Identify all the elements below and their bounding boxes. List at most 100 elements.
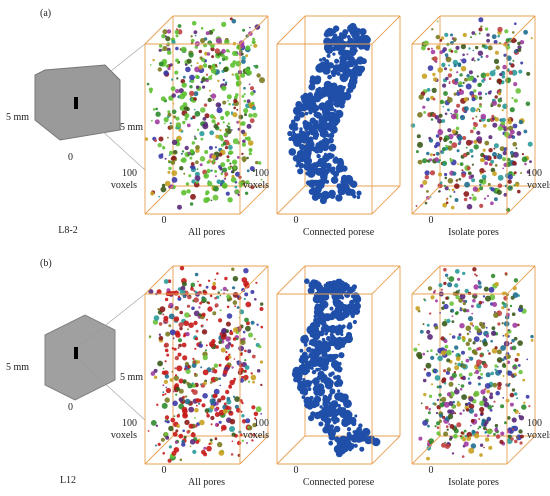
- pore: [331, 35, 340, 44]
- pore: [211, 370, 214, 373]
- pore: [476, 75, 479, 78]
- pore: [511, 338, 515, 343]
- pore: [195, 181, 199, 184]
- pore: [513, 82, 518, 87]
- pore: [189, 439, 196, 445]
- pore: [474, 433, 480, 439]
- pore: [211, 28, 215, 32]
- view-caption: Connected porese: [303, 227, 375, 238]
- pore: [190, 193, 196, 200]
- pore: [459, 162, 464, 167]
- pore: [432, 113, 437, 117]
- pore: [247, 380, 251, 383]
- pore: [252, 380, 255, 384]
- pore: [443, 137, 448, 143]
- pore: [434, 115, 440, 120]
- pore: [171, 155, 177, 161]
- box-edge: [276, 435, 306, 465]
- pore: [226, 289, 229, 292]
- pore: [525, 101, 531, 107]
- pore: [215, 306, 217, 308]
- pore: [462, 338, 466, 343]
- pore: [514, 439, 518, 444]
- pore: [352, 294, 362, 304]
- pore: [484, 27, 489, 31]
- pore: [492, 382, 498, 388]
- pore: [164, 35, 167, 38]
- pore: [175, 332, 181, 338]
- pore: [484, 388, 487, 391]
- pore: [199, 301, 203, 305]
- pore: [308, 83, 316, 91]
- pore: [209, 341, 215, 347]
- pore: [155, 111, 161, 117]
- pore: [468, 372, 473, 377]
- pore: [157, 308, 160, 311]
- pore: [429, 153, 433, 157]
- pore: [169, 184, 174, 189]
- pore: [431, 28, 434, 31]
- scale-label: voxels: [111, 180, 137, 191]
- pore: [158, 153, 164, 159]
- pore: [230, 177, 237, 183]
- pore: [427, 424, 430, 428]
- view-a1: [276, 15, 401, 215]
- pore: [184, 414, 188, 417]
- pore: [450, 50, 454, 53]
- pore: [515, 147, 518, 150]
- pore: [527, 141, 533, 147]
- pore: [461, 58, 467, 64]
- pore: [454, 78, 459, 82]
- pore: [528, 405, 531, 408]
- pore: [460, 431, 464, 435]
- pore: [458, 383, 460, 386]
- pore: [314, 75, 322, 83]
- pore: [221, 171, 224, 173]
- pore: [211, 161, 215, 165]
- pore: [458, 333, 462, 337]
- pore: [316, 330, 323, 337]
- pore: [424, 201, 428, 205]
- pore: [222, 369, 228, 375]
- pore: [485, 92, 488, 95]
- pore: [241, 375, 244, 379]
- pore: [436, 369, 439, 373]
- pore: [179, 310, 183, 315]
- pore: [320, 378, 326, 383]
- pore: [468, 408, 474, 414]
- pore: [176, 77, 179, 80]
- pore: [482, 148, 486, 152]
- pore: [478, 300, 483, 305]
- view-caption: All pores: [188, 227, 225, 238]
- pore: [494, 346, 498, 350]
- box-edge: [506, 185, 536, 215]
- pore: [512, 141, 517, 147]
- pore: [356, 195, 361, 199]
- pore: [206, 168, 211, 174]
- pore: [242, 139, 246, 144]
- pore: [478, 418, 481, 420]
- pore: [513, 408, 517, 412]
- pore: [203, 446, 207, 450]
- pore: [167, 159, 170, 162]
- box-edge: [411, 185, 441, 215]
- pore: [325, 64, 329, 68]
- pore: [150, 191, 155, 196]
- pore: [199, 383, 202, 386]
- pore: [195, 160, 199, 164]
- pore: [167, 305, 171, 309]
- pore: [512, 151, 519, 158]
- pore: [155, 424, 159, 427]
- pore: [478, 369, 482, 372]
- pore: [501, 301, 505, 305]
- pore: [457, 90, 459, 92]
- pore: [416, 351, 423, 358]
- pore: [148, 87, 153, 92]
- pore: [321, 337, 326, 342]
- pore: [516, 131, 522, 136]
- pore: [233, 377, 237, 381]
- pore: [316, 323, 321, 328]
- pore: [440, 36, 445, 40]
- pore: [433, 153, 436, 156]
- pore: [190, 117, 193, 120]
